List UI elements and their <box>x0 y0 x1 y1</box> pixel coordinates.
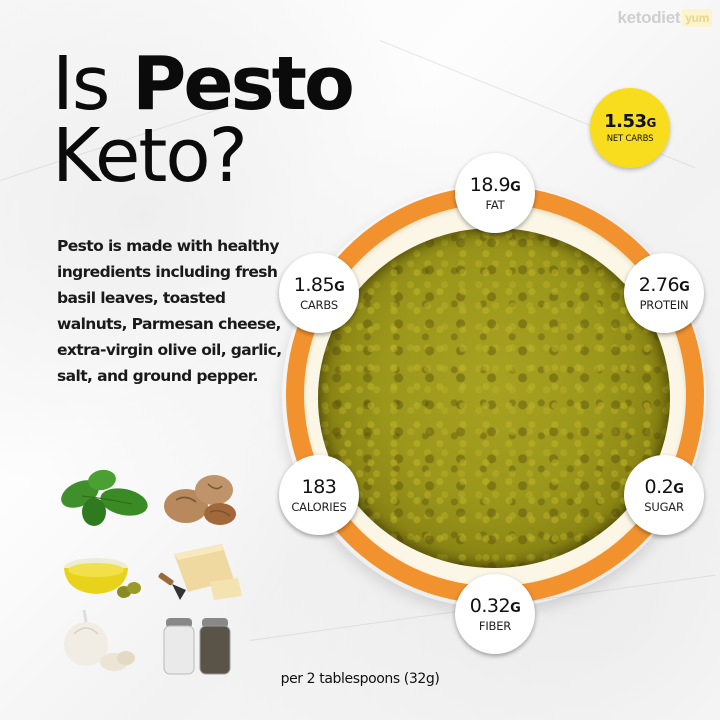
carbs-badge: 1.85G CARBS <box>279 253 359 333</box>
fat-badge: 18.9G FAT <box>455 153 535 233</box>
sugar-label: SUGAR <box>644 499 684 514</box>
pesto-edge-shadow <box>318 228 670 568</box>
fat-label: FAT <box>485 197 505 212</box>
protein-label: PROTEIN <box>639 297 689 312</box>
protein-badge: 2.76G PROTEIN <box>624 253 704 333</box>
logo-text: ketodiet <box>617 8 681 27</box>
carbs-label: CARBS <box>300 297 338 312</box>
page-title: Is Pesto Keto? <box>52 47 355 199</box>
title-line-2: Keto? <box>52 113 248 199</box>
serving-prefix: per 2 tablespoons <box>280 671 401 687</box>
ketodietyum-logo: ketodiet yum <box>617 8 712 28</box>
fiber-label: FIBER <box>478 618 512 633</box>
walnuts-icon <box>152 462 252 534</box>
garlic-icon <box>52 606 152 678</box>
pesto-image <box>318 228 670 568</box>
calories-value: 183 <box>301 475 337 498</box>
serving-size-text: per 2 tablespoons (32g) <box>0 671 720 687</box>
fiber-value: 0.32G <box>469 594 521 617</box>
calories-label: CALORIES <box>291 499 347 514</box>
parmesan-cheese-icon <box>152 534 252 606</box>
basil-leaves-icon <box>52 462 152 534</box>
logo-badge: yum <box>682 9 712 27</box>
sugar-badge: 0.2G SUGAR <box>624 455 704 535</box>
carbs-value: 1.85G <box>293 273 345 296</box>
net-carbs-value: 1.53G <box>604 110 656 132</box>
fiber-badge: 0.32G FIBER <box>455 574 535 654</box>
fat-value: 18.9G <box>469 173 521 196</box>
description-text: Pesto is made with healthy ingredients i… <box>57 237 282 385</box>
net-carbs-badge: 1.53G NET CARBS <box>590 88 670 168</box>
title-prefix: Is <box>52 41 110 127</box>
calories-badge: 183 CALORIES <box>279 455 359 535</box>
net-carbs-label: NET CARBS <box>606 133 654 144</box>
serving-amount: (32g) <box>403 671 440 687</box>
sugar-value: 0.2G <box>644 475 684 498</box>
protein-value: 2.76G <box>638 273 690 296</box>
salt-pepper-shakers-icon <box>152 606 252 678</box>
title-highlight: Pesto <box>132 41 355 127</box>
ingredients-grid <box>52 462 252 677</box>
olive-oil-icon <box>52 534 152 606</box>
title-line-1: Is Pesto <box>52 47 355 121</box>
